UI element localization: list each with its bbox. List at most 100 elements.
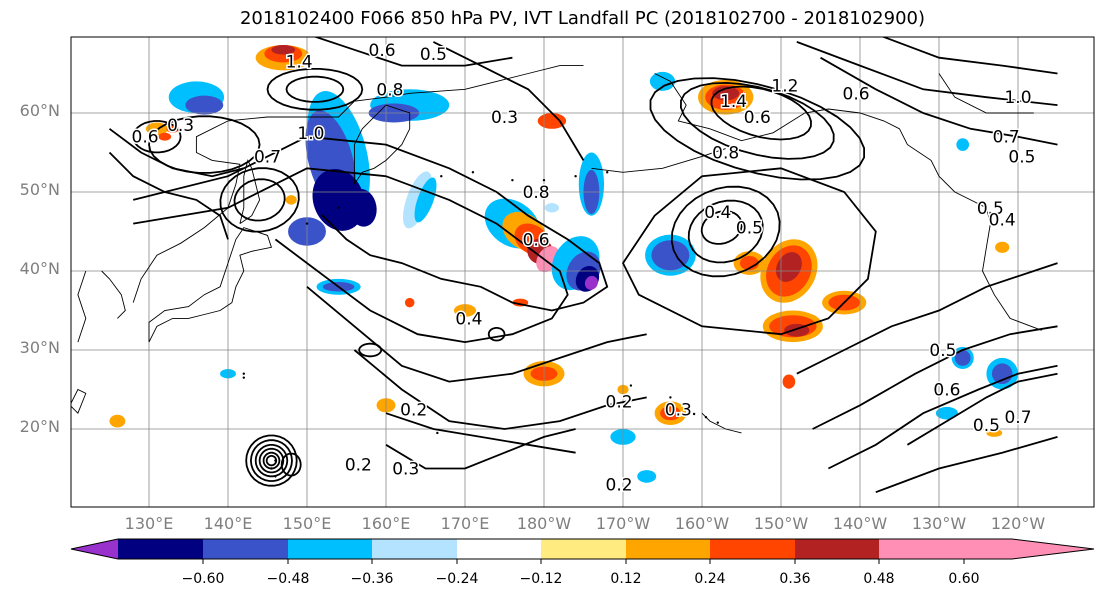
ivt-contour xyxy=(265,455,278,467)
contour-label: 1.0 xyxy=(1004,88,1031,108)
ivt-contour xyxy=(108,151,229,240)
lon-label-130e: 130°E xyxy=(124,514,174,533)
contour-label: 0.8 xyxy=(376,80,403,100)
contour-label: 0.8 xyxy=(712,144,739,164)
colorbar-tick-label: 0.36 xyxy=(779,571,811,587)
ivt-contour xyxy=(132,120,182,154)
contour-label: 0.6 xyxy=(369,41,396,61)
lon-label-150w: 150°W xyxy=(753,514,809,533)
island-marker xyxy=(471,171,475,174)
island-marker xyxy=(704,415,708,419)
contour-label: 1.0 xyxy=(297,124,324,144)
island-marker xyxy=(337,206,340,209)
pv-anomaly-patch xyxy=(995,241,1010,253)
contour-label: 0.6 xyxy=(744,108,771,128)
pv-anomaly-patch xyxy=(712,86,740,101)
colorbar-segment xyxy=(457,539,541,559)
lat-label-20n: 20°N xyxy=(19,417,60,436)
ivt-contour xyxy=(820,56,1058,146)
pv-anomaly-patch xyxy=(347,188,377,227)
pv-anomaly-patch xyxy=(185,95,224,115)
ivt-contour xyxy=(432,41,585,161)
ivt-contour xyxy=(679,81,835,160)
coastline xyxy=(591,148,726,173)
colorbar-tick-label: 0.12 xyxy=(610,571,642,587)
coastline xyxy=(132,65,584,303)
pv-anomaly-patch xyxy=(285,195,297,205)
contour-label: 0.3 xyxy=(665,400,692,420)
colorbar-segment xyxy=(710,539,795,559)
island-marker xyxy=(606,171,609,174)
ivt-contour xyxy=(906,372,1058,446)
lat-label-50n: 50°N xyxy=(19,180,60,199)
ivt-contour xyxy=(249,439,293,482)
contour-label: 0.8 xyxy=(523,183,550,203)
ivt-contour xyxy=(219,167,300,233)
ivt-contour xyxy=(148,115,261,174)
coastline xyxy=(101,270,126,319)
coastline xyxy=(239,159,261,224)
map-frame xyxy=(70,36,1095,508)
contour-label: 0.5 xyxy=(1008,147,1035,167)
lat-label-40n: 40°N xyxy=(19,259,60,278)
island-marker xyxy=(542,178,546,182)
colorbar-tick-label: −0.24 xyxy=(435,571,479,587)
colorbar-extend-max xyxy=(964,539,1094,559)
colorbar-segment xyxy=(372,539,457,559)
contour-label: 0.5 xyxy=(736,219,763,239)
island-marker xyxy=(692,412,696,416)
pv-anomaly-patch xyxy=(660,406,681,421)
island-marker xyxy=(669,396,672,399)
pv-anomaly-patch xyxy=(986,429,1003,437)
pv-anomaly-patch xyxy=(584,275,598,290)
colorbar-tick-label: 0.60 xyxy=(948,571,980,587)
contour-label: 0.4 xyxy=(989,211,1016,231)
pv-anomaly-patch xyxy=(109,414,126,428)
ivt-contour xyxy=(258,447,285,474)
ivt-contour xyxy=(881,37,1058,75)
pv-anomaly-patch xyxy=(414,177,437,223)
contour-labels: 0.6 0.51.40.80.31.00.70.60.30.80.60.41.41… xyxy=(130,39,1037,496)
colorbar-segment xyxy=(795,539,879,559)
ivt-contour xyxy=(306,286,647,383)
island-marker xyxy=(305,222,309,225)
colorbar-segment xyxy=(118,539,203,559)
ivt-contour xyxy=(875,436,1058,494)
coastline xyxy=(654,73,1042,331)
ivt-contour xyxy=(262,451,281,470)
contour-label: 0.2 xyxy=(400,400,427,420)
ivt-contour xyxy=(245,434,298,487)
ivt-contour xyxy=(353,349,647,430)
ivt-contour xyxy=(687,199,764,264)
pv-anomaly-patch xyxy=(954,350,971,366)
ivt-contour xyxy=(710,85,812,141)
contour-label: 0.6 xyxy=(843,84,870,104)
lon-label-170w: 170°W xyxy=(595,514,651,533)
pv-anomaly-patch xyxy=(544,203,560,213)
island-marker xyxy=(440,175,443,178)
ivt-contour xyxy=(233,178,286,222)
ivt-contour xyxy=(796,41,1058,106)
ivt-contour xyxy=(313,37,513,67)
ivt-contours xyxy=(108,37,1058,494)
island-marker xyxy=(183,527,185,529)
contour-label: 0.7 xyxy=(993,128,1020,148)
contour-label: 0.5 xyxy=(973,416,1000,436)
colorbar-ticks xyxy=(202,559,965,564)
pv-anomaly-patch xyxy=(782,374,796,389)
pv-anomaly-patch xyxy=(651,240,690,271)
ivt-contour xyxy=(700,210,743,245)
coastline xyxy=(77,270,87,343)
island-marker xyxy=(511,178,514,182)
colorbar-segment xyxy=(541,539,626,559)
colorbar-segment xyxy=(203,539,288,559)
ivt-contour xyxy=(133,167,569,344)
ivt-contour xyxy=(487,327,506,342)
pv-anomaly-patch xyxy=(935,406,958,420)
lon-label-160e: 160°E xyxy=(361,514,411,533)
ivt-contour xyxy=(670,185,781,278)
pv-anomaly-patch xyxy=(956,138,970,151)
island-marker xyxy=(242,372,245,375)
contour-label: 0.5 xyxy=(977,199,1004,219)
colorbar-tick-label: −0.60 xyxy=(181,571,225,587)
